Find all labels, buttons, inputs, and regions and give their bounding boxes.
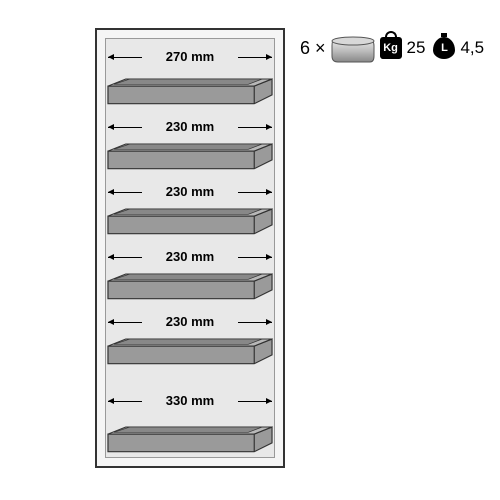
tray bbox=[106, 79, 274, 109]
tray bbox=[106, 427, 274, 457]
spacing-label: 270 mm bbox=[166, 49, 214, 64]
spacing-label: 230 mm bbox=[166, 119, 214, 134]
volume-value: 4,5 bbox=[460, 38, 484, 58]
spacing-label: 230 mm bbox=[166, 184, 214, 199]
quantity-label: 6 × bbox=[300, 38, 326, 59]
volume-unit: L bbox=[441, 42, 448, 54]
cabinet-outline: 270 mm 230 mm 230 mm 230 mm 230 mm 330 m… bbox=[95, 28, 285, 468]
tray bbox=[106, 209, 274, 239]
legend: 6 × Kg 25 L 4,5 bbox=[300, 32, 488, 64]
weight-icon: Kg bbox=[380, 37, 402, 59]
tray bbox=[106, 144, 274, 174]
tray-icon bbox=[330, 32, 376, 64]
tray bbox=[106, 274, 274, 304]
weight-value: 25 bbox=[407, 38, 426, 58]
spacing-label: 230 mm bbox=[166, 314, 214, 329]
weight-unit: Kg bbox=[383, 42, 398, 54]
cabinet-interior: 270 mm 230 mm 230 mm 230 mm 230 mm 330 m… bbox=[105, 38, 275, 458]
spacing-label: 230 mm bbox=[166, 249, 214, 264]
volume-icon: L bbox=[433, 37, 455, 59]
spacing-label: 330 mm bbox=[166, 393, 214, 408]
tray bbox=[106, 339, 274, 369]
